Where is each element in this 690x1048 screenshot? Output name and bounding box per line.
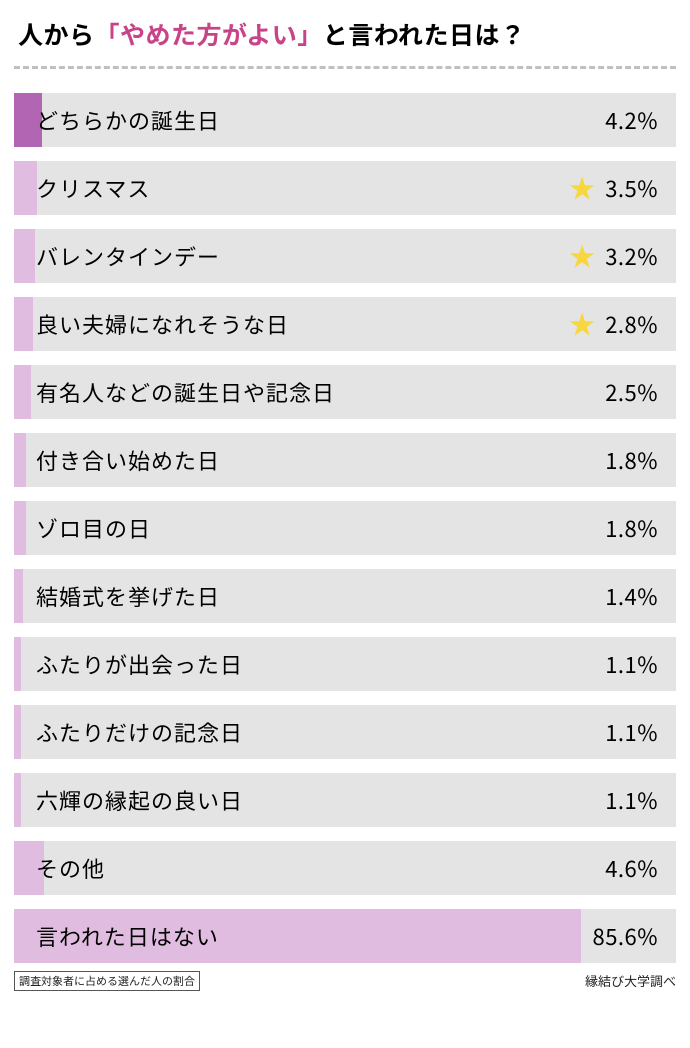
bar-row: どちらかの誕生日4.2% [14, 93, 676, 147]
bar-row: 言われた日はない85.6% [14, 909, 676, 963]
bar-row: 結婚式を挙げた日1.4% [14, 569, 676, 623]
bar-row: ふたりが出会った日1.1% [14, 637, 676, 691]
bar-row: 良い夫婦になれそうな日★ 2.8% [14, 297, 676, 351]
title-divider [14, 66, 676, 69]
bar-row: ふたりだけの記念日1.1% [14, 705, 676, 759]
chart-title: 人から「やめた方がよい」と言われた日は？ [0, 0, 690, 66]
bar-label: ふたりが出会った日 [14, 648, 605, 680]
bar-row: 有名人などの誕生日や記念日2.5% [14, 365, 676, 419]
bar-value: 3.2% [605, 240, 676, 272]
title-pre: 人から [18, 16, 95, 52]
bar-value: 3.5% [605, 172, 676, 204]
bar-label: クリスマス [14, 172, 569, 204]
footnote-left: 調査対象者に占める選んだ人の割合 [14, 971, 200, 991]
footnote-right: 縁結び大学調べ [585, 971, 676, 990]
star-icon: ★ [569, 175, 595, 201]
bar-row: 付き合い始めた日1.8% [14, 433, 676, 487]
bar-value: 4.6% [605, 852, 676, 884]
bar-label: バレンタインデー [14, 240, 569, 272]
bar-label: ゾロ目の日 [14, 512, 605, 544]
bar-label: 良い夫婦になれそうな日 [14, 308, 569, 340]
bar-value: 4.2% [605, 104, 676, 136]
title-accent: 「やめた方がよい」 [95, 16, 323, 52]
bar-value: 1.4% [605, 580, 676, 612]
bar-label: 言われた日はない [14, 920, 592, 952]
chart-container: 人から「やめた方がよい」と言われた日は？ どちらかの誕生日4.2%クリスマス★3… [0, 0, 690, 991]
bar-value: 1.1% [605, 716, 676, 748]
bar-value: 2.5% [605, 376, 676, 408]
bar-value: 85.6% [592, 920, 676, 952]
bar-row: 六輝の縁起の良い日1.1% [14, 773, 676, 827]
chart-footer: 調査対象者に占める選んだ人の割合 縁結び大学調べ [0, 971, 690, 991]
bar-row: ゾロ目の日1.8% [14, 501, 676, 555]
bar-label: その他 [14, 852, 605, 884]
bar-row: その他4.6% [14, 841, 676, 895]
bar-value: 1.1% [605, 784, 676, 816]
bar-row: クリスマス★ 3.5% [14, 161, 676, 215]
bar-label: 六輝の縁起の良い日 [14, 784, 605, 816]
title-post: と言われた日は？ [323, 16, 526, 52]
bar-value: 1.8% [605, 444, 676, 476]
bar-label: どちらかの誕生日 [14, 104, 605, 136]
bar-list: どちらかの誕生日4.2%クリスマス★3.5%バレンタインデー★3.2%良い夫婦に… [0, 93, 690, 963]
bar-label: 付き合い始めた日 [14, 444, 605, 476]
bar-label: 有名人などの誕生日や記念日 [14, 376, 605, 408]
bar-label: 結婚式を挙げた日 [14, 580, 605, 612]
bar-value: 1.8% [605, 512, 676, 544]
bar-row: バレンタインデー★ 3.2% [14, 229, 676, 283]
bar-value: 1.1% [605, 648, 676, 680]
star-icon: ★ [569, 243, 595, 269]
star-icon: ★ [569, 311, 595, 337]
bar-label: ふたりだけの記念日 [14, 716, 605, 748]
bar-value: 2.8% [605, 308, 676, 340]
